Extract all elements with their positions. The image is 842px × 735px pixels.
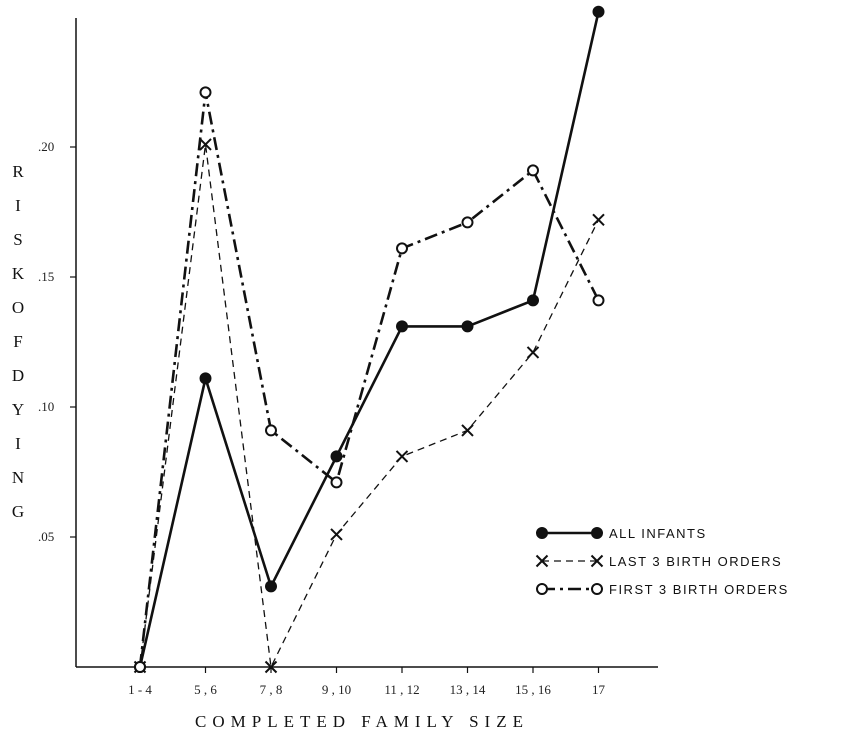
data-point (395, 450, 409, 463)
data-point (461, 216, 474, 229)
x-marker-stroke (526, 346, 540, 359)
y-axis-title-letter: Y (12, 400, 24, 419)
series-first-3-birth-orders (134, 86, 605, 673)
x-tick-label: 9 , 10 (322, 682, 351, 697)
data-point (330, 528, 343, 541)
data-point (527, 164, 539, 177)
series-line (138, 91, 600, 668)
legend-item: FIRST 3 BIRTH ORDERS (536, 582, 789, 597)
x-marker-stroke (535, 554, 549, 568)
x-marker-stroke (330, 528, 343, 541)
data-point (592, 213, 605, 227)
x-marker-stroke (395, 450, 409, 463)
legend-item: LAST 3 BIRTH ORDERS (535, 554, 782, 569)
data-point (592, 294, 605, 307)
y-axis-title-letter: F (13, 332, 22, 351)
legend-label: ALL INFANTS (609, 526, 707, 541)
data-point (396, 242, 408, 255)
data-point (265, 424, 277, 437)
series-layer (133, 5, 605, 674)
y-axis-title-letter: O (12, 298, 24, 317)
data-point (396, 320, 408, 333)
x-tick-label: 11 , 12 (384, 682, 419, 697)
y-axis-title-letter: R (12, 162, 24, 181)
data-point (330, 476, 343, 489)
y-axis-title-letter: K (12, 264, 25, 283)
x-tick-label: 5 , 6 (194, 682, 217, 697)
y-axis-title-letter: D (12, 366, 24, 385)
y-axis-title-letter: G (12, 502, 24, 521)
data-point (536, 527, 548, 539)
series-all-infants (134, 5, 605, 673)
x-marker-stroke (264, 660, 278, 674)
axes (75, 18, 658, 668)
x-tick-label: 13 , 14 (450, 682, 486, 697)
x-tick-label: 7 , 8 (260, 682, 283, 697)
y-axis-title-letter: S (13, 230, 22, 249)
data-point (527, 294, 539, 307)
x-ticks: 1 - 4 5 , 6 7 , 8 9 , 10 11 , 12 13 , 14 15 , … (128, 667, 606, 697)
x-axis-title: COMPLETED FAMILY SIZE (195, 712, 529, 731)
data-point (592, 5, 605, 18)
data-point (591, 583, 603, 595)
y-tick-label: .15 (38, 269, 54, 284)
data-point (199, 138, 212, 151)
x-marker-stroke (590, 554, 604, 568)
y-ticks: .05 .10 .15 .20 (38, 139, 76, 544)
x-marker-stroke (592, 213, 605, 227)
data-point (461, 424, 474, 437)
data-point (535, 554, 549, 568)
x-marker-stroke (461, 424, 474, 437)
legend-item: ALL INFANTS (536, 526, 707, 541)
data-point (134, 661, 146, 673)
data-point (199, 372, 212, 385)
data-point (536, 583, 548, 595)
data-point (591, 527, 603, 539)
x-tick-label: 1 - 4 (128, 682, 152, 697)
data-point (590, 554, 604, 568)
legend-label: FIRST 3 BIRTH ORDERS (609, 582, 789, 597)
y-tick-label: .05 (38, 529, 54, 544)
y-axis-title-letter: I (15, 196, 21, 215)
legend: ALL INFANTS LAST 3 BIRTH ORDERS FIRST 3 BI… (535, 526, 789, 597)
series-last-3-birth-orders (133, 138, 605, 674)
data-point (461, 320, 474, 333)
y-tick-label: .10 (38, 399, 54, 414)
y-axis-title-letter: N (12, 468, 24, 487)
data-point (199, 86, 212, 99)
series-line (139, 143, 600, 668)
x-marker-stroke (199, 138, 212, 151)
y-tick-label: .20 (38, 139, 54, 154)
y-axis-title-letter: I (15, 434, 21, 453)
x-tick-label: 17 (592, 682, 606, 697)
data-point (265, 580, 277, 593)
data-point (330, 450, 343, 463)
series-line (138, 11, 600, 668)
x-tick-label: 15 , 16 (515, 682, 551, 697)
legend-label: LAST 3 BIRTH ORDERS (609, 554, 782, 569)
data-point (264, 660, 278, 674)
data-point (526, 346, 540, 359)
